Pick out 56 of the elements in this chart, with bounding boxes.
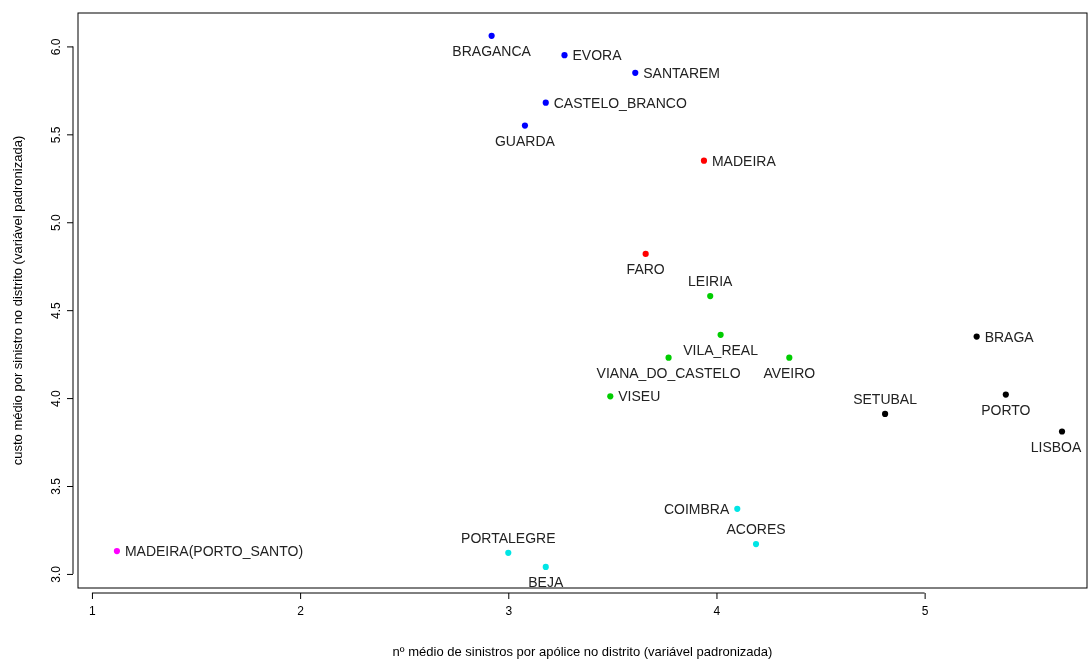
y-tick-label: 3.5 [49,477,63,495]
point [113,547,121,555]
y-axis-title: custo médio por sinistro no distrito (variável padronizada) [10,135,25,466]
annotation: MADEIRA(PORTO_SANTO) [124,543,304,560]
point [786,354,793,361]
annotation: VIANA_DO_CASTELO [596,364,741,381]
y-tick-label: 6.0 [49,38,63,56]
point [700,157,708,164]
annotation: GUARDA [494,132,556,149]
annotation: VILA_REAL [683,341,759,358]
x-tick-label: 2 [297,604,305,619]
point [752,540,760,548]
point [542,563,549,570]
point [521,122,529,129]
annotation: LISBOA [1030,438,1082,455]
y-tick-label: 5.5 [49,126,63,144]
y-tick-label: 4.5 [49,302,63,320]
annotation: MADEIRA [711,152,777,169]
x-tick-label: 3 [505,604,513,619]
x-tick-label: 5 [921,604,929,619]
annotation: AVEIRO [763,364,816,381]
annotation: EVORA [572,47,623,64]
point [973,333,980,340]
annotation: FARO [626,260,665,277]
annotation: VISEU [618,388,661,405]
point [542,99,549,106]
point [881,410,889,417]
point [707,293,714,300]
annotation: CASTELO_BRANCO [553,94,687,111]
annotation: BRAGANCA [452,42,532,59]
point [632,69,639,76]
point [1058,428,1066,435]
point [717,331,724,338]
point [505,549,512,556]
annotation: BEJA [528,573,564,590]
annotation: LEIRIA [688,273,734,290]
annotation: SANTAREM [643,64,721,81]
annotation: ACORES [726,521,786,538]
y-tick-label: 3.0 [49,565,63,583]
y-tick-label: 4.0 [49,389,63,407]
point [488,32,495,39]
point [642,250,649,257]
x-tick-label: 4 [713,604,721,619]
annotation: PORTO [981,401,1031,418]
annotation: COIMBRA [663,500,730,517]
point [665,354,672,361]
x-axis-title: nº médio de sinistros por apólice no distrito (variável padronizada) [392,644,773,659]
point [561,52,568,59]
annotation: BRAGA [984,328,1035,345]
point [1002,391,1009,398]
x-tick-label: 1 [89,604,97,619]
annotation: PORTALEGRE [461,529,556,546]
point [734,505,741,512]
y-tick-label: 5.0 [49,214,63,232]
annotation: SETUBAL [853,390,918,407]
point [607,393,614,400]
